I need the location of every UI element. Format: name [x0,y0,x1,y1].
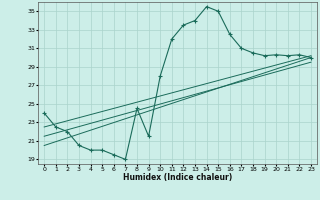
X-axis label: Humidex (Indice chaleur): Humidex (Indice chaleur) [123,173,232,182]
